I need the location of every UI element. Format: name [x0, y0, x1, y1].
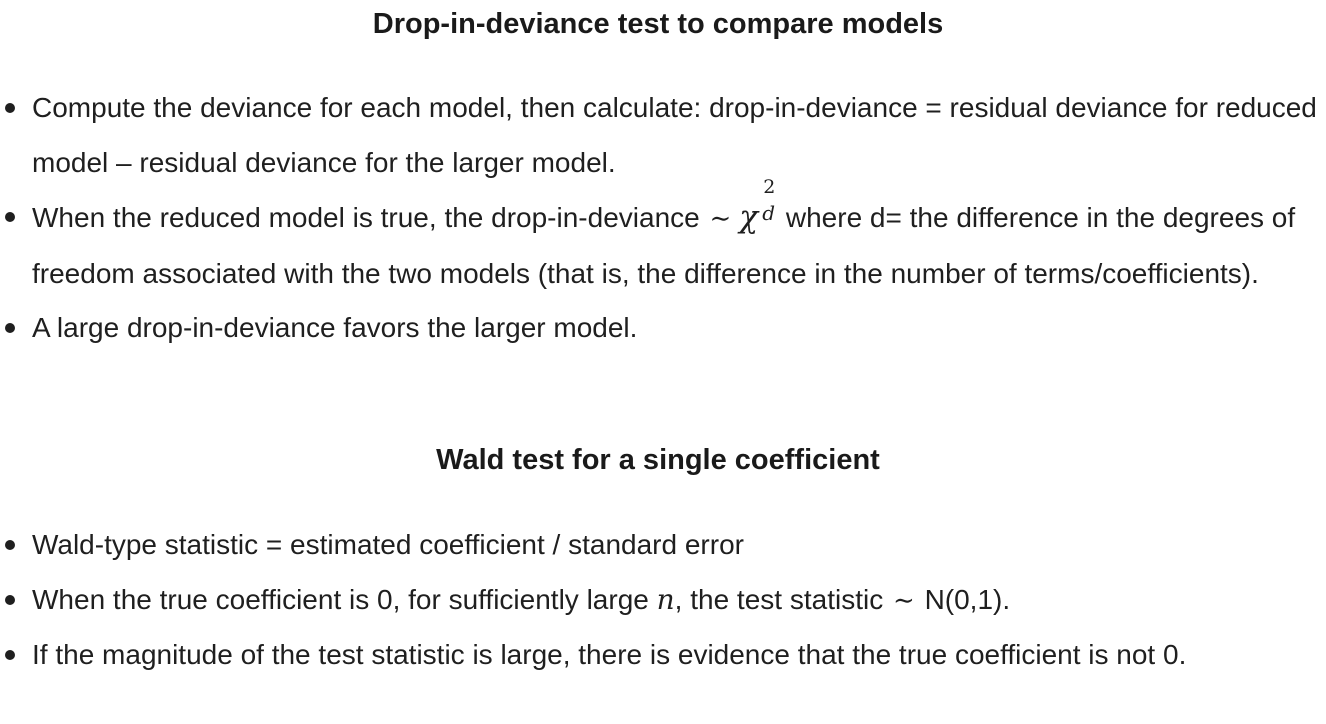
wald-bullet-2-text-middle: , the test statistic [674, 583, 884, 615]
wald-bullet-list: Wald-type statistic = estimated coeffici… [0, 518, 1326, 683]
wald-bullet-1-text: Wald-type statistic = estimated coeffici… [32, 529, 744, 560]
list-item: Wald-type statistic = estimated coeffici… [0, 518, 1326, 573]
deviance-bullet-1-text: Compute the deviance for each model, the… [32, 92, 1317, 178]
bullet-dot [5, 212, 15, 222]
chi-letter: χ [739, 199, 759, 235]
wald-bullet-3-text: If the magnitude of the test statistic i… [32, 639, 1187, 670]
wald-bullet-2-text-end: N(0,1). [924, 583, 1011, 615]
chi-superscript: 2 [763, 176, 776, 198]
wald-bullet-2-text-start: When the true coefficient is 0, for suff… [32, 583, 649, 615]
tilde-symbol: ∼ [709, 204, 732, 234]
bullet-dot [5, 323, 15, 333]
variable-n: n [656, 582, 675, 616]
list-item: A large drop-in-deviance favors the larg… [0, 301, 1326, 356]
bullet-dot [5, 594, 15, 605]
deviance-bullet-2-text-start: When the reduced model is true, the drop… [32, 202, 700, 233]
wald-section-heading: Wald test for a single coefficient [436, 444, 880, 476]
bullet-dot [5, 103, 15, 113]
list-item: If the magnitude of the test statistic i… [0, 628, 1326, 683]
chi-subscript: d [762, 201, 776, 225]
list-item: When the true coefficient is 0, for suff… [0, 573, 1326, 629]
chi-square-expression: ∼ χ 2 d [708, 178, 779, 236]
deviance-bullet-3-text: A large drop-in-deviance favors the larg… [32, 312, 638, 343]
list-item: When the reduced model is true, the drop… [0, 178, 1326, 301]
bullet-dot [5, 540, 15, 550]
deviance-bullet-list: Compute the deviance for each model, the… [0, 81, 1326, 356]
tilde-symbol: ∼ [892, 585, 915, 616]
deviance-section-heading: Drop-in-deviance test to compare models [372, 8, 944, 40]
bullet-dot [5, 650, 15, 660]
deviance-bullet-2-text-end: where d= the difference in the degrees o… [32, 202, 1296, 289]
list-item: Compute the deviance for each model, the… [0, 81, 1326, 190]
